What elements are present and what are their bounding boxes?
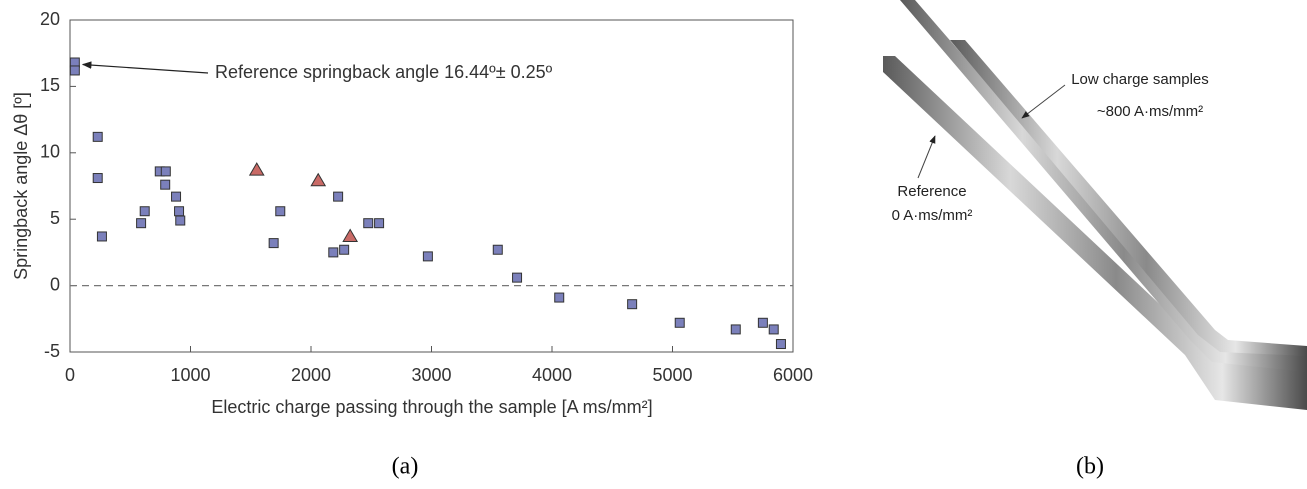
y-tick-label: 5 bbox=[50, 208, 60, 228]
point bbox=[248, 162, 265, 176]
photo: Low charge samples ~800 A·ms/mm² Referen… bbox=[883, 0, 1307, 480]
point bbox=[310, 172, 327, 187]
x-tick-label: 0 bbox=[65, 365, 75, 385]
point bbox=[175, 215, 186, 226]
x-tick-label: 5000 bbox=[652, 365, 692, 385]
point bbox=[627, 299, 638, 310]
point bbox=[674, 317, 685, 328]
annotation-arrow bbox=[81, 61, 209, 74]
y-tick-label: 0 bbox=[50, 274, 60, 294]
point bbox=[136, 218, 147, 229]
y-tick-label: -5 bbox=[44, 341, 60, 361]
point bbox=[768, 324, 779, 335]
point bbox=[268, 238, 279, 249]
point bbox=[171, 191, 182, 202]
panel-label: (b) bbox=[1076, 454, 1104, 480]
point bbox=[160, 166, 171, 177]
annotation: Reference springback angle 16.44º± 0.25º bbox=[215, 62, 553, 82]
point bbox=[96, 231, 107, 242]
reference-strip bbox=[883, 56, 1307, 410]
y-axis-label: Springback angle Δθ [º] bbox=[11, 92, 31, 280]
point bbox=[160, 179, 171, 190]
x-tick-label: 6000 bbox=[773, 365, 813, 385]
arrow bbox=[1021, 84, 1066, 119]
point bbox=[275, 206, 286, 217]
low-charge-strip bbox=[950, 40, 1307, 356]
photo-label: Reference bbox=[897, 183, 966, 200]
x-tick-label: 2000 bbox=[291, 365, 331, 385]
point bbox=[757, 317, 768, 328]
photo-label: Low charge samples bbox=[1071, 71, 1209, 88]
point bbox=[492, 244, 503, 255]
y-tick-label: 15 bbox=[40, 75, 60, 95]
point bbox=[333, 191, 344, 202]
arrow bbox=[917, 135, 936, 179]
photo-label: 0 A·ms/mm² bbox=[892, 207, 973, 224]
point bbox=[342, 228, 359, 242]
point bbox=[422, 251, 433, 262]
point bbox=[363, 218, 374, 229]
point bbox=[339, 244, 350, 255]
x-tick-label: 3000 bbox=[411, 365, 451, 385]
point bbox=[775, 339, 786, 350]
x-axis-label: Electric charge passing through the samp… bbox=[211, 397, 652, 417]
y-tick-label: 10 bbox=[40, 142, 60, 162]
x-tick-label: 4000 bbox=[532, 365, 572, 385]
point bbox=[730, 324, 741, 335]
point bbox=[92, 131, 103, 142]
low-charge-strip bbox=[900, 0, 1307, 372]
point bbox=[92, 173, 103, 184]
y-tick-label: 20 bbox=[40, 9, 60, 29]
point bbox=[174, 206, 185, 217]
point bbox=[374, 218, 385, 229]
point bbox=[554, 292, 565, 303]
point bbox=[512, 272, 523, 283]
point bbox=[139, 206, 150, 217]
point bbox=[328, 247, 339, 258]
photo-label: ~800 A·ms/mm² bbox=[1097, 103, 1203, 120]
point bbox=[69, 65, 80, 76]
x-tick-label: 1000 bbox=[170, 365, 210, 385]
panel-label: (a) bbox=[392, 454, 419, 480]
